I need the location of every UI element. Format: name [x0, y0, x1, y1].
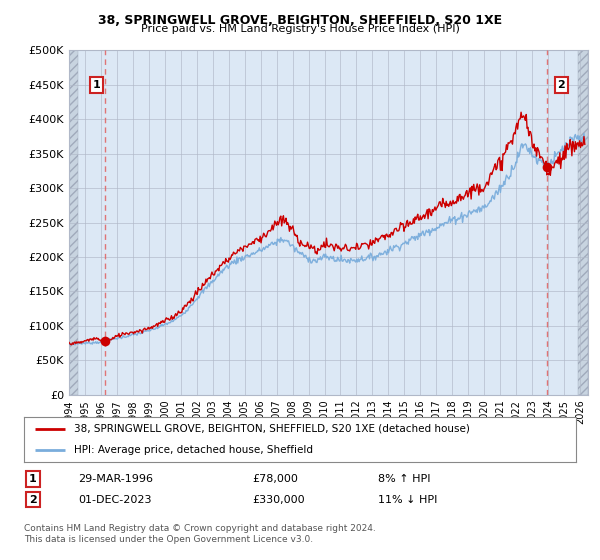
Text: 01-DEC-2023: 01-DEC-2023 [78, 494, 151, 505]
Text: £78,000: £78,000 [252, 474, 298, 484]
Text: Price paid vs. HM Land Registry's House Price Index (HPI): Price paid vs. HM Land Registry's House … [140, 24, 460, 34]
Text: HPI: Average price, detached house, Sheffield: HPI: Average price, detached house, Shef… [74, 445, 313, 455]
Bar [578, 50, 588, 395]
Text: 8% ↑ HPI: 8% ↑ HPI [378, 474, 431, 484]
Bar [69, 50, 78, 395]
Text: 29-MAR-1996: 29-MAR-1996 [78, 474, 153, 484]
Text: 2: 2 [557, 80, 565, 90]
Text: £330,000: £330,000 [252, 494, 305, 505]
Text: 38, SPRINGWELL GROVE, BEIGHTON, SHEFFIELD, S20 1XE: 38, SPRINGWELL GROVE, BEIGHTON, SHEFFIEL… [98, 14, 502, 27]
Text: 11% ↓ HPI: 11% ↓ HPI [378, 494, 437, 505]
Text: 1: 1 [93, 80, 101, 90]
Text: 2: 2 [29, 494, 37, 505]
Text: Contains HM Land Registry data © Crown copyright and database right 2024.
This d: Contains HM Land Registry data © Crown c… [24, 524, 376, 544]
Text: 1: 1 [29, 474, 37, 484]
Text: 38, SPRINGWELL GROVE, BEIGHTON, SHEFFIELD, S20 1XE (detached house): 38, SPRINGWELL GROVE, BEIGHTON, SHEFFIEL… [74, 424, 470, 434]
